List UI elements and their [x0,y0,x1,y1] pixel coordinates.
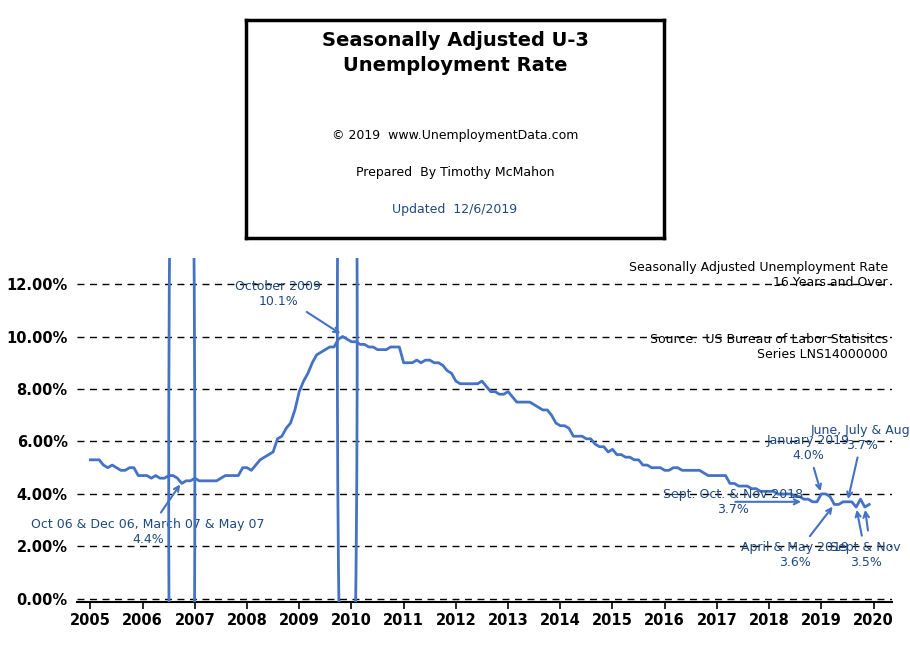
Text: October 2009
10.1%: October 2009 10.1% [236,280,339,332]
Text: Sept & Nov
3.5%: Sept & Nov 3.5% [831,512,901,569]
Text: Oct 06 & Dec 06, March 07 & May 07
4.4%: Oct 06 & Dec 06, March 07 & May 07 4.4% [31,486,265,545]
Text: June, July & Aug.
3.7%: June, July & Aug. 3.7% [810,424,910,497]
Text: Sept. Oct. & Nov 2018
3.7%: Sept. Oct. & Nov 2018 3.7% [662,488,803,516]
Text: April & May 2019
3.6%: April & May 2019 3.6% [742,508,849,569]
Text: Updated  12/6/2019: Updated 12/6/2019 [392,203,518,216]
Text: January 2019
4.0%: January 2019 4.0% [767,434,850,489]
Text: Source:  US Bureau of Labor Statisitcs
Series LNS14000000: Source: US Bureau of Labor Statisitcs Se… [650,333,888,362]
Text: © 2019  www.UnemploymentData.com: © 2019 www.UnemploymentData.com [332,129,578,142]
Text: Seasonally Adjusted U-3
Unemployment Rate: Seasonally Adjusted U-3 Unemployment Rat… [321,30,589,75]
Text: Prepared  By Timothy McMahon: Prepared By Timothy McMahon [356,166,554,179]
Text: Seasonally Adjusted Unemployment Rate
16 Years and Over: Seasonally Adjusted Unemployment Rate 16… [629,261,888,290]
